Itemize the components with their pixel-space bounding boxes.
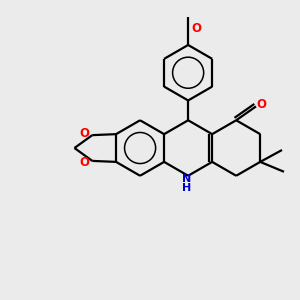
Text: O: O xyxy=(256,98,266,111)
Text: O: O xyxy=(80,156,90,169)
Text: O: O xyxy=(191,22,202,35)
Text: N
H: N H xyxy=(182,174,191,193)
Text: O: O xyxy=(80,127,90,140)
